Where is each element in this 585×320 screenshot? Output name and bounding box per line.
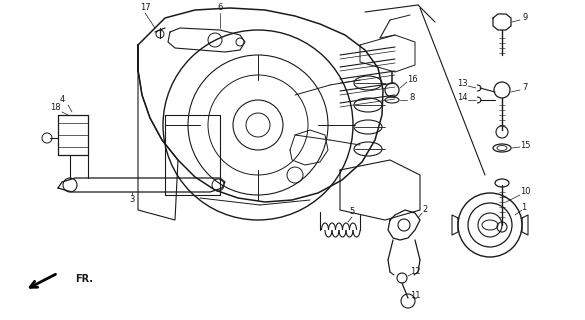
Text: FR.: FR.: [75, 274, 93, 284]
Text: 16: 16: [407, 76, 417, 84]
Text: 6: 6: [217, 4, 223, 12]
Text: 15: 15: [519, 140, 530, 149]
Text: 4: 4: [59, 95, 64, 105]
Text: 7: 7: [522, 84, 528, 92]
Text: 18: 18: [50, 102, 60, 111]
Text: 13: 13: [457, 79, 467, 89]
Text: 12: 12: [410, 268, 420, 276]
Text: 8: 8: [410, 93, 415, 102]
Text: 9: 9: [522, 13, 528, 22]
Text: 5: 5: [349, 207, 355, 217]
Text: 14: 14: [457, 93, 467, 102]
Text: 1: 1: [521, 203, 526, 212]
Text: 11: 11: [410, 292, 420, 300]
Text: 2: 2: [422, 205, 428, 214]
Text: 17: 17: [140, 4, 150, 12]
Text: 10: 10: [519, 188, 530, 196]
Text: 3: 3: [129, 196, 135, 204]
